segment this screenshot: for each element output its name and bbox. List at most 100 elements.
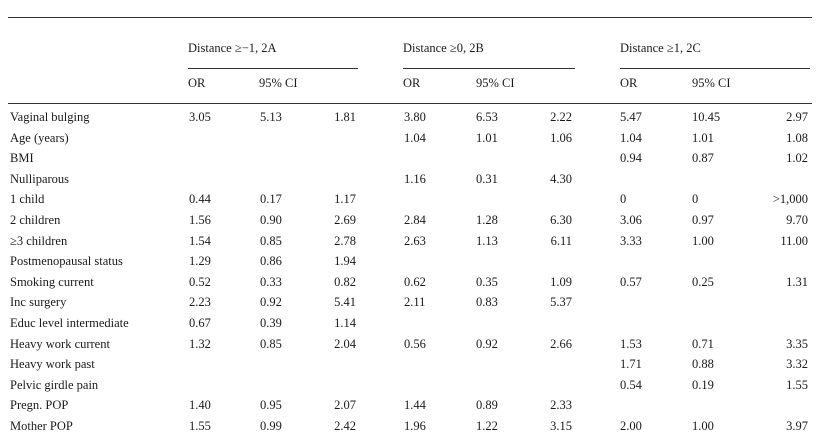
table-cell: 2.04: [334, 336, 356, 351]
table-cell: 1.01: [692, 130, 714, 145]
or-header: OR: [620, 76, 638, 90]
group-header: Distance ≥0, 2B: [403, 41, 484, 55]
table-cell: 4.30: [550, 171, 572, 186]
table-cell: 0.54: [620, 377, 642, 392]
table-cell: 5.47: [620, 110, 642, 124]
table-cell: 0.19: [692, 377, 714, 392]
table-cell: 0.90: [260, 213, 282, 227]
row-label: Age (years): [10, 130, 69, 145]
row-label: Smoking current: [10, 274, 94, 289]
table-cell: 6.30: [550, 213, 572, 227]
or-header: OR: [403, 76, 421, 90]
table-cell: 1.01: [476, 130, 498, 145]
row-label: Pelvic girdle pain: [10, 377, 99, 392]
table-cell: 0.85: [260, 336, 282, 351]
table-cell: 0.67: [189, 316, 211, 330]
or-header: OR: [188, 76, 206, 90]
row-label: Educ level intermediate: [10, 316, 129, 330]
table-cell: 2.11: [404, 295, 426, 310]
group-header: Distance ≥−1, 2A: [188, 41, 277, 55]
table-cell: 0: [692, 192, 699, 207]
table-cell: 1.94: [334, 254, 356, 269]
table-cell: 0.44: [189, 192, 211, 207]
table-cell: 1.71: [620, 357, 642, 372]
table-cell: 1.14: [334, 316, 356, 330]
table-cell: 0.97: [692, 213, 714, 227]
table-cell: 2.07: [334, 398, 356, 413]
table-cell: 0.39: [260, 316, 282, 330]
table-cell: 3.32: [786, 357, 808, 372]
table-cell: 1.02: [786, 151, 808, 166]
table-cell: 1.32: [189, 336, 211, 351]
table-cell: 2.00: [620, 419, 642, 433]
table-cell: 0.95: [260, 398, 282, 413]
table-cell: 1.00: [692, 233, 714, 248]
table-cell: 3.33: [620, 233, 642, 248]
table-cell: 1.56: [189, 213, 211, 227]
table-cell: 1.44: [404, 398, 426, 413]
table-cell: 3.97: [786, 419, 808, 433]
table-cell: 11.00: [780, 233, 808, 248]
row-label: 1 child: [10, 192, 45, 207]
group-header: Distance ≥1, 2C: [620, 41, 701, 55]
table-cell: 1.06: [550, 130, 572, 145]
row-label: Mother POP: [10, 419, 73, 433]
table-cell: 0.33: [260, 274, 282, 289]
table-cell: 1.17: [334, 192, 356, 207]
table-top-rule: [8, 17, 812, 18]
table-cell: 0.92: [476, 336, 498, 351]
table-cell: 2.33: [550, 398, 572, 413]
table-cell: 1.53: [620, 336, 642, 351]
table-cell: 2.23: [189, 295, 211, 310]
row-label: Heavy work current: [10, 336, 110, 351]
row-label: Postmenopausal status: [10, 254, 123, 269]
group-underline-2: [403, 68, 575, 69]
table-cell: 1.13: [476, 233, 498, 248]
table-cell: 1.22: [476, 419, 498, 433]
table-cell: 0.52: [189, 274, 211, 289]
row-label: 2 children: [10, 213, 61, 227]
table-cell: 3.80: [404, 110, 426, 124]
table-cell: 1.00: [692, 419, 714, 433]
table-cell: 1.16: [404, 171, 426, 186]
table-cell: 0.56: [404, 336, 426, 351]
table-cell: 1.04: [620, 130, 642, 145]
table-cell: 2.84: [404, 213, 426, 227]
table-cell: 0.92: [260, 295, 282, 310]
table-cell: 2.78: [334, 233, 356, 248]
table-cell: 0.17: [260, 192, 282, 207]
table-cell: 0.25: [692, 274, 714, 289]
table-cell: 0.35: [476, 274, 498, 289]
table-cell: 1.81: [334, 110, 356, 124]
header-bottom-rule: [8, 103, 812, 104]
table-cell: >1,000: [772, 192, 808, 207]
table-cell: 10.45: [692, 110, 721, 124]
table-cell: 0.99: [260, 419, 282, 433]
table-cell: 1.08: [786, 130, 808, 145]
table-cell: 2.63: [404, 233, 426, 248]
table-cell: 2.22: [550, 110, 572, 124]
table-cell: 3.35: [786, 336, 808, 351]
table-cell: 1.09: [550, 274, 572, 289]
table-cell: 5.41: [334, 295, 356, 310]
table-cell: 6.53: [476, 110, 498, 124]
row-label: Vaginal bulging: [10, 110, 90, 124]
table-cell: 0.57: [620, 274, 642, 289]
row-label: Nulliparous: [10, 171, 70, 186]
group-underline-1: [188, 68, 358, 69]
table-cell: 2.97: [786, 110, 808, 124]
row-label: ≥3 children: [10, 233, 68, 248]
table-cell: 1.28: [476, 213, 498, 227]
table-cell: 1.55: [786, 377, 808, 392]
table-cell: 0: [620, 192, 627, 207]
table-cell: 0.62: [404, 274, 426, 289]
table-cell: 5.37: [550, 295, 572, 310]
table-cell: 0.88: [692, 357, 714, 372]
table-cell: 0.89: [476, 398, 498, 413]
table-cell: 0.94: [620, 151, 642, 166]
group-underline-3: [620, 68, 810, 69]
table-cell: 1.04: [404, 130, 426, 145]
table-cell: 9.70: [786, 213, 808, 227]
table-cell: 2.66: [550, 336, 572, 351]
table-cell: 2.69: [334, 213, 356, 227]
